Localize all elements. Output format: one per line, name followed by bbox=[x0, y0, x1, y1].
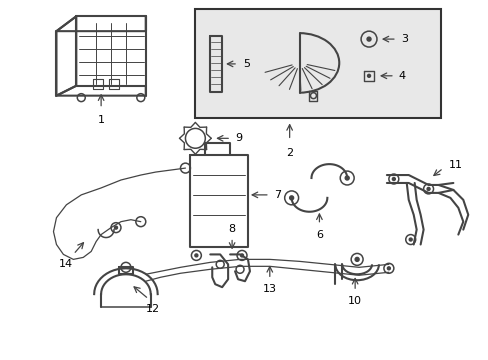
Circle shape bbox=[426, 188, 429, 190]
Text: 8: 8 bbox=[228, 224, 235, 234]
Circle shape bbox=[391, 177, 394, 180]
Text: 10: 10 bbox=[347, 296, 362, 306]
Circle shape bbox=[195, 254, 198, 257]
Text: 3: 3 bbox=[400, 34, 407, 44]
Text: 12: 12 bbox=[145, 304, 160, 314]
Text: 7: 7 bbox=[273, 190, 280, 200]
Text: 11: 11 bbox=[447, 160, 462, 170]
Circle shape bbox=[289, 196, 293, 200]
Text: 9: 9 bbox=[235, 133, 242, 143]
Circle shape bbox=[114, 226, 117, 229]
Text: 6: 6 bbox=[315, 230, 322, 240]
Text: 14: 14 bbox=[59, 260, 73, 269]
Circle shape bbox=[354, 257, 358, 261]
Text: 1: 1 bbox=[98, 114, 104, 125]
Circle shape bbox=[367, 74, 370, 77]
Circle shape bbox=[366, 37, 370, 41]
Text: 2: 2 bbox=[285, 148, 293, 158]
Circle shape bbox=[345, 176, 348, 180]
Text: 5: 5 bbox=[243, 59, 249, 69]
Text: 13: 13 bbox=[262, 284, 276, 294]
Circle shape bbox=[240, 254, 243, 257]
FancyBboxPatch shape bbox=[195, 9, 441, 118]
Text: 4: 4 bbox=[398, 71, 405, 81]
Circle shape bbox=[408, 238, 411, 241]
Circle shape bbox=[386, 267, 389, 270]
